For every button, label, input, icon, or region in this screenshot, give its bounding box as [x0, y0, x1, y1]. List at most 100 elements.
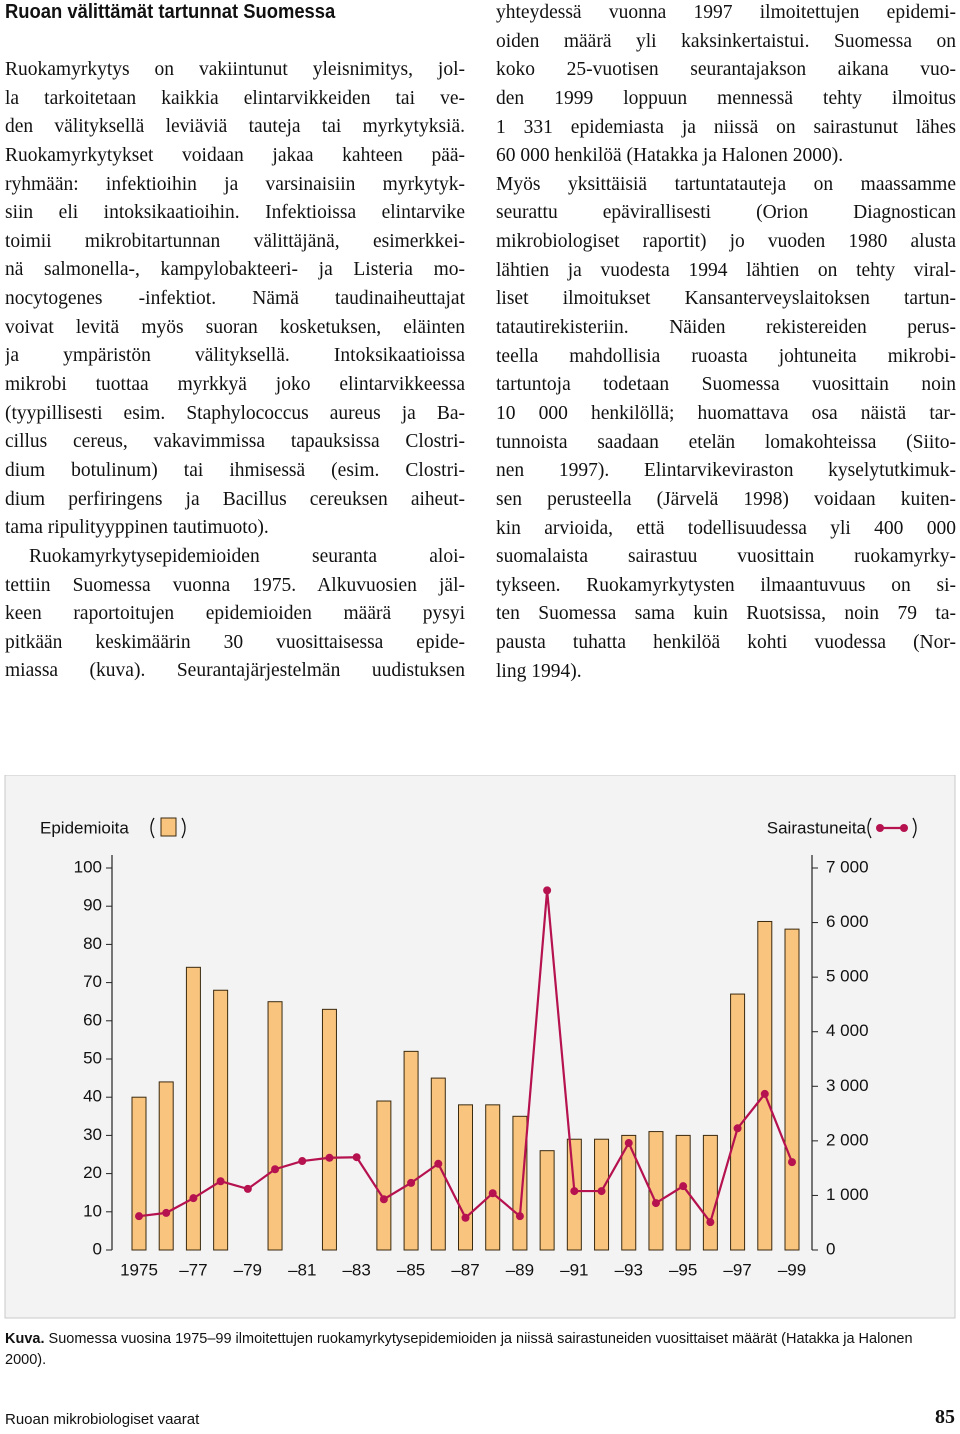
text-line: nen 1997). Elintarvikeviraston kyselytut…: [496, 460, 956, 482]
text-line: 10 000 henkilöllä; huomattava osa näistä…: [496, 402, 956, 424]
line-marker: [760, 1089, 769, 1098]
line-marker: [189, 1194, 198, 1203]
text-line: toimii mikrobitartunnan välittäjänä, esi…: [5, 230, 465, 252]
text-line: pausta tuhatta henkilöä kohti vuodessa (…: [496, 632, 956, 654]
text-line: tartuntoja todetaan Suomessa vuosittain …: [496, 374, 956, 396]
bar: [539, 1150, 555, 1251]
bar: [730, 993, 746, 1251]
x-tick-label: –83: [342, 1260, 370, 1279]
legend-paren: [150, 817, 155, 839]
text-line: mikrobi tuottaa myrkkyä joko elintarvikk…: [5, 374, 465, 396]
caption-label: Kuva.: [5, 1331, 45, 1347]
y-tick-label: 100: [74, 857, 102, 876]
bar: [158, 1081, 174, 1251]
text-line: 60 000 henkilöä (Hatakka ja Halonen 2000…: [496, 145, 844, 167]
bar: [267, 1001, 283, 1251]
line-marker: [352, 1153, 361, 1162]
bar: [675, 1134, 691, 1251]
line-marker: [515, 1212, 524, 1221]
x-tick-label: –91: [560, 1260, 588, 1279]
page-title: Ruoan välittämät tartunnat Suomessa: [5, 1, 336, 23]
text-line: dium botulinum) tai ihmisessä (esim. Clo…: [5, 459, 465, 481]
y2-tick-label: 3 000: [826, 1076, 869, 1095]
text-line: oiden määrä yli kaksinkertaistui. Suomes…: [496, 30, 956, 52]
bar: [757, 920, 773, 1251]
line-marker: [325, 1153, 334, 1162]
y-tick-label: 70: [83, 972, 102, 991]
line-marker: [461, 1213, 470, 1222]
text-line: sen perusteella (Järvelä 1998) voidaan k…: [496, 488, 956, 510]
line-marker: [298, 1157, 307, 1166]
right-column: yhteydessä vuonna 1997 ilmoitettujen epi…: [496, 0, 956, 686]
bar: [131, 1096, 147, 1251]
bar: [784, 928, 800, 1251]
line-marker: [597, 1187, 606, 1196]
y2-tick-label: 0: [826, 1239, 835, 1258]
x-tick-label: –95: [669, 1260, 697, 1279]
bar: [512, 1115, 528, 1251]
line-marker: [162, 1208, 171, 1217]
text-line: ling 1994).: [496, 660, 582, 682]
text-line: Ruokamyrkytysepidemioiden seuranta aloi-: [29, 545, 465, 567]
legend-swatch: [160, 817, 177, 837]
text-line: siin eli intoksikaatioihin. Infektioissa…: [5, 202, 465, 224]
text-line: yhteydessä vuonna 1997 ilmoitettujen epi…: [496, 2, 956, 23]
line-marker: [135, 1212, 143, 1221]
line-marker: [379, 1195, 388, 1204]
line-marker: [570, 1187, 579, 1196]
x-tick-label: 1975: [120, 1260, 158, 1279]
text-line: tykseen. Ruokamyrkytysten ilmaantuvuus o…: [496, 574, 956, 596]
text-line: Myös yksittäisiä tartuntatauteja on maas…: [496, 173, 956, 195]
left-column: Ruokamyrkytys on vakiintunut yleisnimity…: [5, 56, 465, 686]
line-marker: [216, 1177, 225, 1186]
bar: [403, 1050, 419, 1251]
y2-tick-label: 7 000: [826, 857, 869, 876]
text-line: den välityksellä leviäviä tauteja tai my…: [5, 116, 465, 138]
text-line: pitkään keskimäärin 30 vuosittaisessa ep…: [5, 631, 465, 653]
line-marker: [271, 1165, 280, 1174]
text-line: ja ympäristön välityksellä. Intoksikaati…: [5, 345, 465, 367]
text-line: ten Suomessa sama kuin Ruotsissa, noin 7…: [496, 603, 956, 625]
text-line: suomalaista sairastuu vuosittain ruokamy…: [496, 546, 956, 568]
text-line: tatautirekisteriin. Näiden rekistereiden…: [496, 317, 956, 339]
text-line: mikrobiologiset raportit) jo vuoden 1980…: [496, 231, 956, 253]
line-marker: [788, 1158, 796, 1167]
text-line: ryhmään: infektioihin ja varsinaisiin my…: [5, 173, 465, 195]
y-tick-label: 0: [93, 1239, 102, 1258]
legend-marker: [900, 824, 908, 832]
y-tick-label: 80: [83, 934, 102, 953]
text-line: Ruokamyrkytys on vakiintunut yleisnimity…: [5, 59, 465, 80]
y-tick-label: 20: [83, 1163, 102, 1182]
text-line: lähtien ja vuodesta 1994 lähtien on teht…: [496, 259, 956, 281]
text-line: den 1999 loppuun mennessä tehty ilmoitus: [496, 87, 956, 109]
text-line: keen raportoitujen epidemioiden määrä py…: [5, 603, 465, 625]
text-line: dium perfiringens ja Bacillus cereuksen …: [5, 488, 465, 510]
y-tick-label: 30: [83, 1125, 102, 1144]
x-tick-label: –85: [397, 1260, 425, 1279]
text-line: liset ilmoitukset Kansanterveyslaitoksen…: [496, 288, 956, 310]
text-line: nocytogenes -infektiot. Nämä taudinaiheu…: [5, 288, 465, 310]
y2-tick-label: 5 000: [826, 967, 869, 986]
footer-title: Ruoan mikrobiologiset vaarat: [5, 1411, 200, 1428]
text-line: Ruokamyrkytykset voidaan jakaa kahteen p…: [5, 144, 465, 166]
y-tick-label: 10: [83, 1201, 102, 1220]
text-line: nä salmonella-, kampylobakteeri- ja List…: [5, 259, 465, 281]
bar: [621, 1134, 637, 1251]
line-marker: [651, 1199, 660, 1208]
y2-tick-label: 2 000: [826, 1130, 869, 1149]
y-tick-label: 40: [83, 1087, 102, 1106]
x-tick-label: –99: [778, 1260, 806, 1279]
bar: [376, 1100, 392, 1251]
line-marker: [624, 1139, 633, 1148]
line-marker: [543, 886, 552, 895]
y-tick-label: 50: [83, 1048, 102, 1067]
text-line: la tarkoitetaan kaikkia elintarvikkeiden…: [5, 87, 465, 109]
text-line: teella mahdollisia ruoasta johtuneita mi…: [496, 345, 956, 367]
text-line: tunnoista saadaan etelän lomakohteissa (…: [496, 431, 956, 453]
bar: [648, 1131, 664, 1251]
x-tick-label: –87: [451, 1260, 479, 1279]
text-line: 1 331 epidemiasta ja niissä on sairastun…: [496, 116, 956, 138]
legend-paren: [181, 817, 186, 839]
caption: Kuva. Suomessa vuosina 1975–99 ilmoitett…: [5, 1329, 955, 1371]
